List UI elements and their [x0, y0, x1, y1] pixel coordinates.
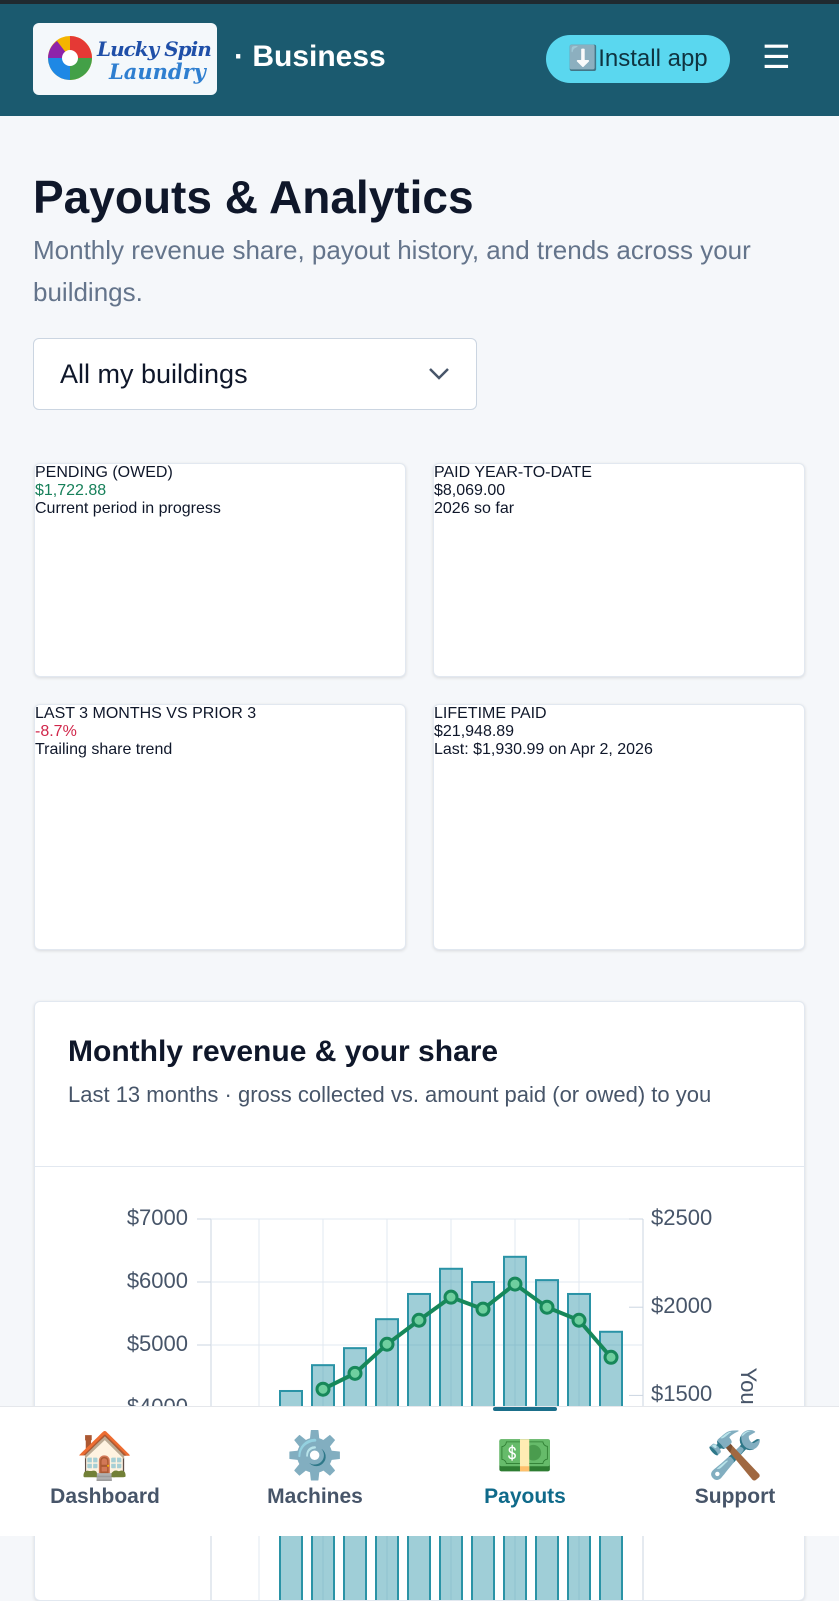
point [571, 1312, 587, 1328]
logo-wheel [48, 36, 92, 80]
menu-button[interactable]: ☰ [762, 39, 791, 75]
stat-label: PENDING (OWED) [35, 464, 173, 481]
logo-text: Laundry [109, 59, 206, 84]
logo[interactable]: Lucky Spin Laundry [33, 23, 217, 95]
stat-label: PAID YEAR-TO-DATE [434, 464, 592, 481]
nav-item[interactable]: 🛠️ Support [630, 1407, 839, 1537]
chart-subtitle: Last 13 months · gross collected vs. amo… [68, 1082, 712, 1107]
stat-value: $1,722.88 [35, 482, 107, 499]
nav-label: Payouts [484, 1485, 566, 1508]
nav-icon: 🏠 [76, 1429, 134, 1481]
page-subtitle: Monthly revenue share, payout history, a… [33, 235, 751, 307]
logo-text: Lucky Spin [97, 37, 212, 61]
nav-label: Machines [267, 1485, 363, 1508]
y2-tick-label: $2000 [651, 1293, 712, 1318]
point [507, 1276, 523, 1292]
nav-icon: ⚙️ [286, 1429, 344, 1481]
stat-note: Trailing share trend [35, 741, 173, 758]
chevron [429, 368, 449, 380]
divider [35, 1166, 804, 1167]
y2-tick-label: $2500 [651, 1205, 712, 1230]
point [475, 1301, 491, 1317]
nav-label: Support [694, 1485, 776, 1508]
stat-card: PENDING (OWED) $1,722.88 Current period in… [34, 463, 406, 677]
y-tick-label: $7000 [127, 1205, 188, 1230]
stat-note: 2026 so far [434, 500, 515, 517]
nav-label: Dashboard [50, 1485, 160, 1508]
stat-note: Current period in progress [35, 500, 221, 517]
point [603, 1349, 619, 1365]
nav-item[interactable]: 💵 Payouts [420, 1407, 630, 1537]
stat-value: $8,069.00 [434, 482, 506, 499]
nav-icon: 🛠️ [706, 1429, 764, 1481]
stat-card: LIFETIME PAID $21,948.89 Last: $1,930.99 o… [433, 704, 805, 950]
page-title: Payouts & Analytics [33, 171, 474, 223]
nav-item[interactable]: ⚙️ Machines [210, 1407, 420, 1537]
stat-label: LAST 3 MONTHS VS PRIOR 3 [35, 705, 257, 722]
y-tick-label: $6000 [127, 1268, 188, 1293]
stat-card: PAID YEAR-TO-DATE $8,069.00 2026 so far [433, 463, 805, 677]
install-button[interactable]: ⬇️Install app [546, 35, 730, 83]
stat-value: -8.7% [35, 723, 77, 740]
stat-value: $21,948.89 [434, 723, 515, 740]
point [315, 1381, 331, 1397]
y2-tick-label: $1500 [651, 1381, 712, 1406]
stat-note: Last: $1,930.99 on Apr 2, 2026 [434, 741, 653, 758]
point [411, 1312, 427, 1328]
status-strip [0, 0, 839, 4]
y-tick-label: $5000 [127, 1331, 188, 1356]
stat-label: LIFETIME PAID [434, 705, 547, 722]
chart-title: Monthly revenue & your share [68, 1035, 499, 1068]
y2-axis-label: You [736, 1367, 761, 1404]
stat-card: LAST 3 MONTHS VS PRIOR 3 -8.7% Trailing sh… [34, 704, 406, 950]
nav-item[interactable]: 🏠 Dashboard [0, 1407, 210, 1537]
point [539, 1299, 555, 1315]
active-indicator [493, 1407, 557, 1411]
line [322, 1281, 613, 1392]
select-value: All my buildings [60, 359, 248, 389]
bottom-nav: 🏠 Dashboard ⚙️ Machines 💵 Payouts 🛠️ Support [0, 1406, 839, 1536]
section-name: · Business [234, 40, 386, 73]
point [379, 1336, 395, 1352]
nav-icon: 💵 [496, 1429, 554, 1481]
point [443, 1289, 459, 1305]
building-select[interactable]: All my buildings [33, 338, 477, 410]
point [347, 1365, 363, 1381]
